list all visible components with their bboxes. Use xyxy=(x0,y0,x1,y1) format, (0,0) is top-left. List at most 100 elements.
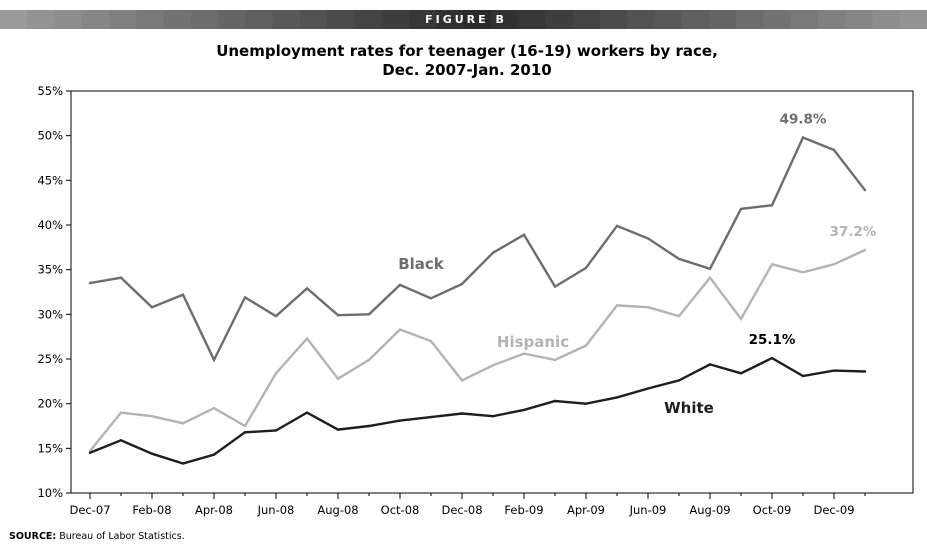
banner-block xyxy=(518,10,546,29)
banner-block xyxy=(218,10,246,29)
banner-block xyxy=(490,10,519,29)
data-point-white xyxy=(863,370,867,373)
series-label-white: White xyxy=(664,399,714,417)
chart-title-line-1: Unemployment rates for teenager (16-19) … xyxy=(216,42,718,60)
banner-block xyxy=(0,10,28,29)
data-point-black xyxy=(522,233,526,236)
data-point-black xyxy=(274,314,278,318)
x-tick-label: Aug-09 xyxy=(689,503,730,517)
banner-block xyxy=(599,10,628,29)
data-point-hispanic xyxy=(615,304,619,307)
x-tick-label: Feb-09 xyxy=(504,503,543,517)
banner-block xyxy=(572,10,601,29)
data-point-black xyxy=(739,207,743,211)
data-point-white xyxy=(119,439,123,442)
data-point-white xyxy=(708,363,712,366)
data-point-black xyxy=(305,287,309,290)
x-tick-label: Dec-07 xyxy=(69,503,110,517)
data-point-hispanic xyxy=(274,372,278,375)
y-tick-label: 50% xyxy=(37,129,63,143)
series-line-white xyxy=(89,356,866,465)
series-line-black xyxy=(89,135,866,363)
banner-block xyxy=(136,10,165,29)
y-tick-label: 40% xyxy=(37,218,63,232)
y-tick-label: 10% xyxy=(37,486,63,500)
data-point-white xyxy=(181,462,185,465)
series-labels: Black Hispanic White 49.8% 37.2% 25.1% xyxy=(398,111,877,417)
series-label-hispanic: Hispanic xyxy=(497,333,569,351)
data-point-white xyxy=(770,356,774,360)
y-tick-label: 15% xyxy=(37,441,63,455)
data-point-black xyxy=(801,136,805,139)
data-point-hispanic xyxy=(832,263,836,266)
banner-block xyxy=(763,10,792,29)
data-point-white xyxy=(832,369,836,372)
data-point-black xyxy=(677,257,681,261)
data-point-hispanic xyxy=(460,379,464,382)
x-tick-label: Jun-09 xyxy=(629,503,667,517)
banner-block xyxy=(845,10,874,29)
source-text: Bureau of Labor Statistics. xyxy=(59,531,185,542)
annotation-black: 49.8% xyxy=(780,111,827,127)
x-axis: Dec-07 Feb-08 Apr-08 Jun-08 Aug-08 Oct-08 Dec-… xyxy=(69,493,866,517)
data-point-white xyxy=(522,408,526,412)
x-tick-label: Dec-09 xyxy=(813,503,854,517)
data-point-black xyxy=(150,306,154,309)
data-point-black xyxy=(429,297,433,300)
banner-block xyxy=(436,10,465,29)
data-point-black xyxy=(367,313,371,316)
data-point-white xyxy=(212,453,216,456)
data-point-white xyxy=(615,396,619,399)
source-label: SOURCE: xyxy=(9,531,57,542)
annotation-hispanic: 37.2% xyxy=(830,224,877,240)
data-point-hispanic xyxy=(770,263,774,266)
data-point-white xyxy=(398,419,402,422)
x-tick-label: Feb-08 xyxy=(132,503,171,517)
data-point-white xyxy=(677,379,681,382)
data-point-hispanic xyxy=(336,377,340,380)
banner-block xyxy=(545,10,574,29)
chart-title-line-2: Dec. 2007-Jan. 2010 xyxy=(382,61,551,79)
data-point-black xyxy=(88,281,92,285)
series-line-hispanic xyxy=(89,248,866,452)
data-point-black xyxy=(584,266,588,270)
banner-block xyxy=(627,10,655,29)
data-point-hispanic xyxy=(429,339,433,343)
data-point-hispanic xyxy=(522,352,526,355)
data-point-white xyxy=(429,415,433,419)
banner-block xyxy=(790,10,819,29)
banner-block xyxy=(872,10,901,29)
banner-block xyxy=(381,10,410,29)
data-point-black xyxy=(646,237,650,240)
banner-block xyxy=(354,10,383,29)
y-tick-label: 35% xyxy=(37,263,63,277)
data-point-white xyxy=(460,412,464,415)
banner-block xyxy=(109,10,137,29)
figure-banner xyxy=(0,10,927,29)
plot-area-frame xyxy=(70,90,914,494)
x-tick-label: Aug-08 xyxy=(317,503,358,517)
data-point-white xyxy=(243,431,247,434)
banner-block xyxy=(463,10,492,29)
y-tick-label: 20% xyxy=(37,397,63,411)
x-tick-label: Jun-08 xyxy=(257,503,295,517)
banner-block xyxy=(163,10,192,29)
y-tick-label: 25% xyxy=(37,352,63,366)
data-point-white xyxy=(491,415,495,418)
data-point-black xyxy=(460,282,464,286)
x-tick-label: Apr-08 xyxy=(195,503,233,517)
data-point-white xyxy=(367,424,371,428)
data-point-hispanic xyxy=(398,328,402,331)
data-point-hispanic xyxy=(243,424,247,428)
data-point-hispanic xyxy=(584,344,588,347)
data-point-hispanic xyxy=(801,271,805,274)
data-point-white xyxy=(336,428,340,431)
data-point-hispanic xyxy=(677,314,681,318)
data-point-white xyxy=(584,402,588,405)
banner-block xyxy=(899,10,927,29)
data-point-hispanic xyxy=(150,415,154,418)
y-tick-label: 30% xyxy=(37,307,63,321)
data-point-hispanic xyxy=(646,306,650,309)
x-tick-label: Apr-09 xyxy=(567,503,605,517)
